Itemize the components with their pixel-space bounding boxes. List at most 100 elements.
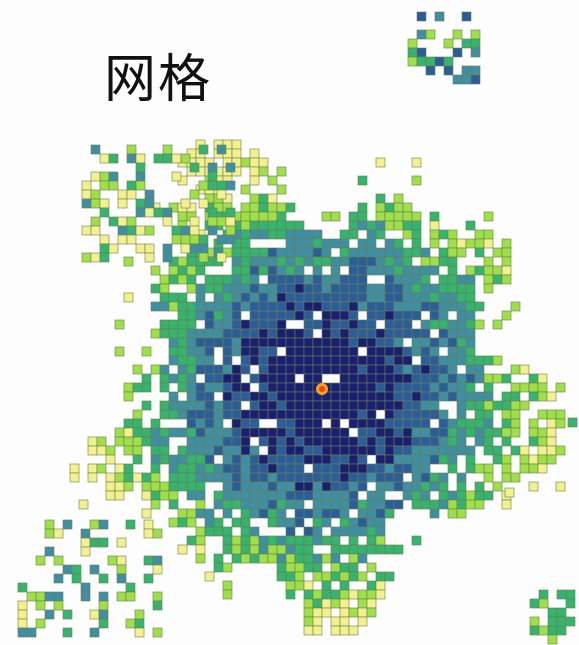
grid-cell [303,238,314,249]
grid-cell [339,517,350,528]
grid-cell [411,238,422,249]
grid-cell [456,499,467,510]
grid-cell [96,436,107,447]
grid-cell [546,436,557,447]
grid-cell [189,225,200,236]
grid-cell [420,364,431,375]
grid-cell [330,472,341,483]
grid-cell [303,427,314,438]
grid-cell [321,472,332,483]
grid-cell [330,427,341,438]
grid-cell [393,373,404,384]
grid-cell [357,247,368,258]
grid-cell [538,625,549,636]
grid-cell [348,211,359,222]
grid-cell [294,310,305,321]
grid-cell [98,573,109,584]
grid-cell [411,157,422,168]
grid-cell [195,382,206,393]
grid-cell [483,265,494,276]
grid-cell [330,400,341,411]
grid-cell [90,189,101,200]
grid-cell [348,553,359,564]
grid-cell [519,454,530,465]
grid-cell [452,29,463,40]
grid-cell [321,607,332,618]
grid-cell [207,216,218,227]
grid-cell [294,490,305,501]
grid-cell [411,274,422,285]
grid-cell [556,616,567,627]
grid-cell [276,427,287,438]
grid-cell [339,283,350,294]
grid-cell [447,283,458,294]
grid-cell [447,418,458,429]
grid-cell [438,382,449,393]
grid-cell [213,427,224,438]
grid-cell [357,400,368,411]
grid-cell [393,472,404,483]
grid-cell [123,481,134,492]
grid-cell [87,463,98,474]
grid-cell [429,499,440,510]
grid-cell [312,490,323,501]
grid-cell [348,382,359,393]
grid-cell [231,274,242,285]
grid-cell [258,292,269,303]
grid-cell [303,544,314,555]
grid-cell [135,162,146,173]
grid-cell [420,481,431,492]
grid-cell [177,337,188,348]
grid-cell [438,301,449,312]
grid-cell [249,427,260,438]
grid-cell [429,364,440,375]
grid-cell [150,418,161,429]
grid-cell [231,301,242,312]
grid-cell [465,337,476,348]
grid-cell [339,256,350,267]
grid-cell [348,292,359,303]
grid-cell [384,301,395,312]
grid-cell [198,144,209,155]
grid-cell [510,364,521,375]
grid-cell [177,409,188,420]
grid-cell [429,508,440,519]
grid-cell [240,454,251,465]
grid-cell [312,292,323,303]
grid-cell [366,445,377,456]
grid-cell [81,252,92,263]
grid-cell [465,400,476,411]
grid-cell [231,310,242,321]
grid-cell [510,427,521,438]
grid-cell [339,319,350,330]
grid-cell [143,519,154,530]
grid-cell [537,409,548,420]
grid-cell [492,247,503,258]
grid-cell [537,427,548,438]
grid-cell [222,274,233,285]
grid-cell [195,445,206,456]
grid-cell [303,337,314,348]
grid-cell [393,436,404,447]
grid-cell [80,537,91,548]
grid-cell [276,418,287,429]
grid-cell [483,355,494,366]
grid-cell [312,607,323,618]
grid-cell [438,310,449,321]
grid-cell [357,472,368,483]
grid-cell [186,409,197,420]
grid-cell [303,436,314,447]
grid-cell [456,373,467,384]
grid-cell [339,625,350,636]
grid-cell [267,292,278,303]
grid-cell [285,364,296,375]
grid-cell [267,391,278,402]
grid-cell [321,463,332,474]
grid-cell [357,355,368,366]
grid-cell [132,445,143,456]
grid-cell [303,445,314,456]
grid-cell [231,445,242,456]
grid-cell [425,65,436,76]
grid-cell [339,337,350,348]
grid-cell [402,301,413,312]
